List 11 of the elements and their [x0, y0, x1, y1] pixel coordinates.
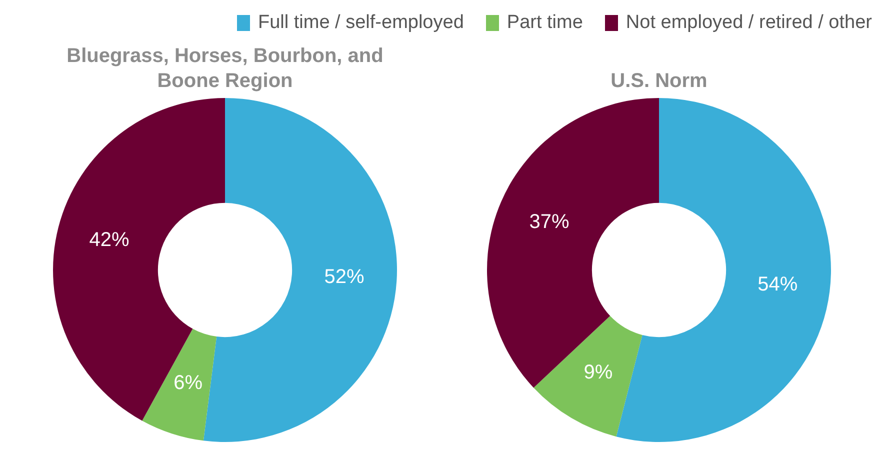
data-label: 6%: [174, 372, 203, 394]
legend-label: Full time / self-employed: [258, 12, 464, 34]
legend-label: Part time: [506, 12, 583, 34]
legend-label: Not employed / retired / other: [626, 12, 872, 34]
text: Bluegrass, Horses, Bourbon, and Boone Region: [66, 44, 384, 94]
data-label: 42%: [89, 228, 130, 251]
data-label: 9%: [584, 361, 613, 384]
data-label: 37%: [529, 211, 570, 234]
data-label: 54%: [758, 274, 798, 296]
data-label: 52%: [324, 266, 365, 288]
chart-title: U.S. Norm: [610, 69, 708, 94]
